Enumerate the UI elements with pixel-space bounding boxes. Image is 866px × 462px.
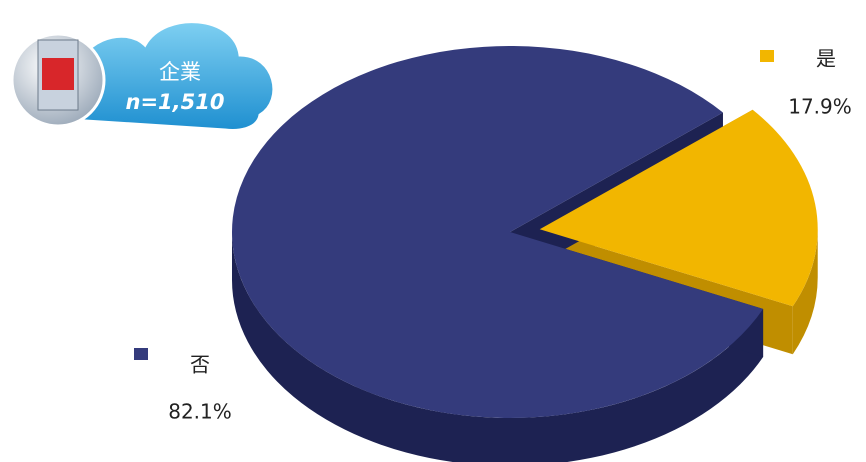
value-label: 82.1% (168, 400, 232, 424)
pie-slice-side (232, 232, 764, 462)
legend-marker (760, 50, 774, 62)
badge-sign (42, 58, 74, 90)
badge: 企業 n=1,510 (10, 20, 276, 132)
legend-label: 是 (816, 47, 836, 71)
pie-slice (539, 109, 818, 307)
pie-slice-side (792, 229, 818, 355)
value-label: 17.9% (788, 95, 852, 119)
badge-title: 企業 (159, 60, 201, 84)
pie-slice (232, 46, 764, 419)
legend-marker (134, 348, 148, 360)
legend-label: 否 (190, 353, 210, 377)
badge-n: n=1,510 (126, 90, 225, 114)
